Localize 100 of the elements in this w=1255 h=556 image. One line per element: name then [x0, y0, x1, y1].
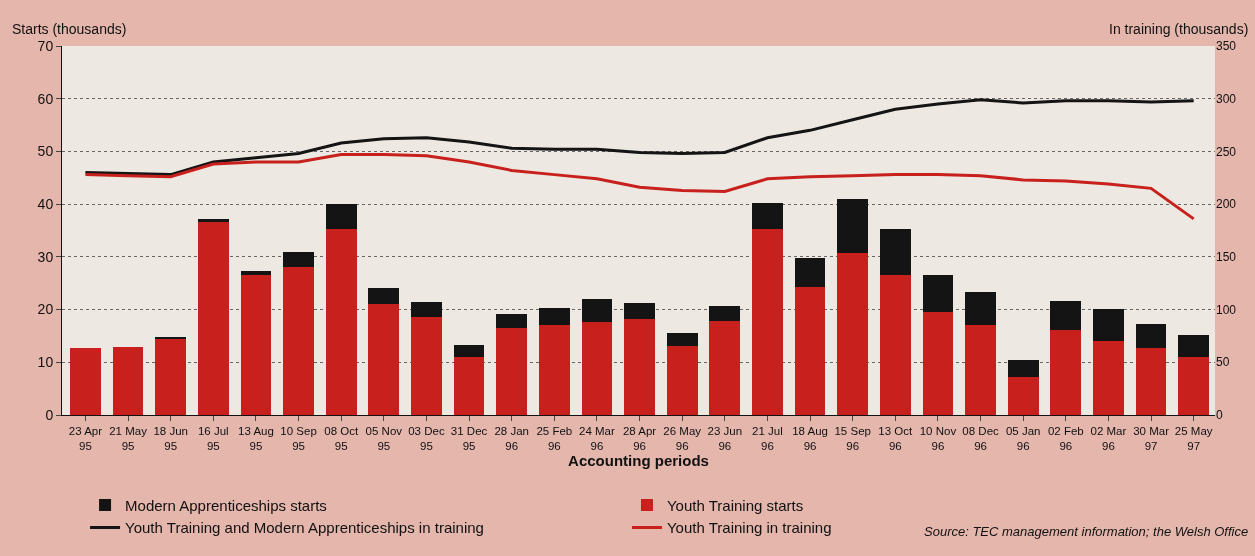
legend-label: Youth Training starts — [666, 496, 804, 514]
x-tick-label: 15 Sep 96 — [834, 424, 871, 452]
bar — [709, 305, 741, 322]
bar — [496, 313, 528, 329]
y-tick-label: 10 — [37, 354, 54, 371]
bar — [794, 257, 826, 287]
bar — [837, 252, 869, 415]
bar — [666, 333, 698, 347]
bar — [666, 346, 698, 415]
bar — [411, 301, 442, 318]
bar — [879, 229, 911, 276]
bar — [1050, 301, 1082, 330]
y-tick-label: 20 — [37, 301, 54, 318]
x-tick-label: 05 Jan 96 — [1005, 424, 1041, 452]
y2-tick-label: 350 — [1216, 39, 1237, 54]
y-tick-label: 60 — [37, 90, 54, 107]
bar — [965, 291, 996, 326]
bar — [581, 299, 613, 323]
y2-tick-label: 0 — [1216, 408, 1223, 423]
bar — [411, 317, 442, 415]
x-tick-label: 03 Dec 95 — [408, 424, 445, 452]
bar — [837, 198, 869, 253]
x-tick-label: 16 Jul 95 — [197, 424, 229, 452]
bar — [752, 228, 783, 415]
bar — [538, 307, 570, 326]
y-tick-label: 70 — [37, 37, 54, 54]
x-tick-label: 10 Sep 95 — [280, 424, 317, 452]
bar — [283, 251, 314, 268]
x-tick-label: 10 Nov 96 — [919, 424, 957, 452]
x-tick-label: 26 May 96 — [663, 424, 702, 452]
x-tick-label: 21 Jul 96 — [752, 424, 783, 452]
y-tick-label: 0 — [45, 406, 54, 423]
x-tick-label: 23 Jun 96 — [707, 424, 743, 452]
bar — [325, 229, 357, 415]
y-axis-title: Starts (thousands) — [12, 21, 127, 37]
legend-label: Youth Training in training — [666, 519, 832, 537]
bar — [1135, 347, 1167, 415]
x-tick-label: 02 Mar 96 — [1090, 424, 1127, 452]
bar — [197, 218, 229, 222]
x-tick-label: 02 Feb 96 — [1047, 424, 1084, 452]
y-tick-label: 50 — [37, 143, 54, 160]
x-tick-label: 25 Feb 96 — [536, 424, 573, 452]
bar — [155, 338, 187, 415]
y2-tick-label: 150 — [1216, 250, 1237, 265]
bar — [1007, 360, 1039, 377]
bar — [240, 271, 272, 275]
bar — [1093, 341, 1124, 415]
bar — [624, 318, 655, 415]
x-tick-label: 28 Jan 96 — [494, 424, 529, 452]
bar — [453, 357, 485, 415]
bar — [197, 221, 229, 415]
y2-axis-title: In training (thousands) — [1109, 21, 1249, 37]
source-note: Source: TEC management information; the Welsh Office — [924, 524, 1249, 539]
bar — [709, 321, 741, 415]
bar — [752, 202, 783, 229]
bar — [368, 288, 400, 305]
bar — [879, 275, 911, 415]
bar — [581, 322, 613, 415]
bar — [1050, 329, 1082, 415]
y2-tick-label: 300 — [1216, 91, 1237, 106]
x-tick-label: 23 Apr 95 — [68, 424, 103, 452]
bar — [538, 325, 570, 415]
bar — [496, 328, 528, 415]
x-tick-label: 05 Nov 95 — [365, 424, 403, 452]
y2-tick-label: 100 — [1216, 302, 1237, 317]
bar — [70, 348, 101, 415]
bar — [240, 274, 272, 415]
line-series — [83, 98, 1196, 177]
x-tick-label: 25 May 97 — [1174, 424, 1213, 452]
legend-label: Modern Apprenticeships starts — [125, 496, 327, 514]
bar — [624, 302, 655, 319]
bar — [1093, 309, 1124, 342]
bar — [922, 275, 954, 313]
y-tick-label: 40 — [37, 196, 54, 213]
x-tick-label: 18 Jun 95 — [153, 424, 188, 452]
bar — [794, 286, 826, 415]
x-tick-label: 24 Mar 96 — [579, 424, 615, 452]
x-tick-label: 13 Aug 95 — [238, 424, 274, 452]
x-tick-label: 08 Dec 96 — [962, 424, 1000, 452]
bar — [1178, 335, 1210, 358]
bar — [283, 267, 314, 415]
bar — [155, 336, 187, 339]
x-tick-label: 13 Oct 96 — [878, 424, 914, 452]
x-tick-label: 30 Mar 97 — [1133, 424, 1170, 452]
y-tick-label: 30 — [37, 248, 54, 265]
bar — [922, 312, 954, 415]
bar — [453, 345, 485, 358]
x-tick-label: 18 Aug 96 — [792, 424, 828, 452]
bar — [1135, 323, 1167, 348]
y2-tick-label: 200 — [1216, 197, 1237, 212]
bar — [112, 347, 144, 415]
x-tick-label: 31 Dec 95 — [450, 424, 488, 452]
legend-label: Youth Training and Modern Apprenticeships in training — [125, 519, 484, 537]
x-tick-label: 08 Oct 95 — [324, 424, 359, 452]
bar — [965, 325, 996, 415]
y2-tick-label: 50 — [1216, 355, 1230, 370]
bar — [1007, 376, 1039, 415]
y2-tick-label: 250 — [1216, 144, 1237, 159]
bar — [1178, 357, 1210, 415]
x-tick-label: 28 Apr 96 — [622, 424, 657, 452]
